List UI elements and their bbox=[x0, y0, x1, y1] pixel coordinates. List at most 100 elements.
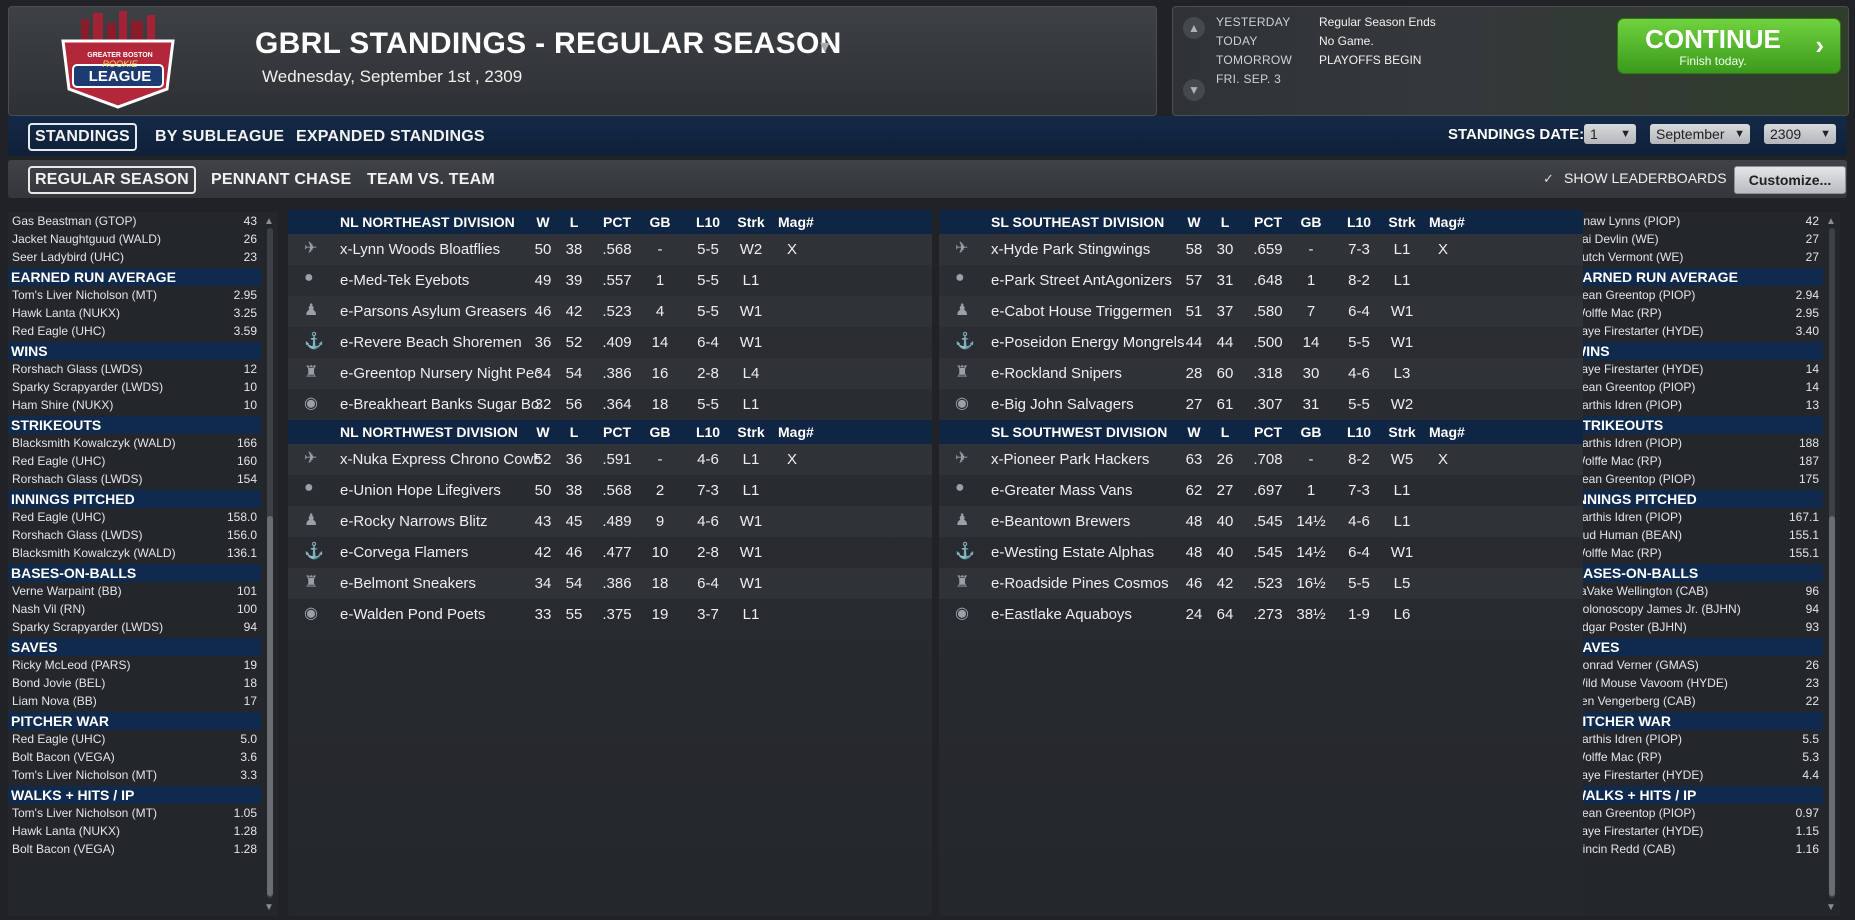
scrollbar[interactable]: ▲ ▼ bbox=[264, 216, 274, 913]
continue-button[interactable]: CONTINUE Finish today. › bbox=[1617, 18, 1841, 74]
table-row[interactable]: ♟ e-Parsons Asylum Greasers 46 42 .523 4 5-5 W1 bbox=[288, 296, 932, 327]
team-name[interactable]: e-Breakheart Banks Sugar Bon bbox=[340, 396, 540, 413]
leader-name[interactable]: Sean Greentop (PIOP) bbox=[1574, 288, 1696, 302]
table-row[interactable]: ♟ e-Beantown Brewers 48 40 .545 14½ 4-6 L1 bbox=[939, 506, 1583, 537]
leaderboard-row[interactable]: Faye Firestarter (HYDE) 4.4 bbox=[1570, 766, 1823, 784]
leader-name[interactable]: Sean Greentop (PIOP) bbox=[1574, 472, 1696, 486]
leader-name[interactable]: Faye Firestarter (HYDE) bbox=[1574, 824, 1704, 838]
leaderboard-row[interactable]: Rorshach Glass (LWDS) 156.0 bbox=[8, 526, 261, 544]
table-row[interactable]: ◉ e-Breakheart Banks Sugar Bon 32 56 .364 18 5… bbox=[288, 389, 932, 420]
table-row[interactable]: ♜ e-Roadside Pines Cosmos 46 42 .523 16½ 5-5 L5 bbox=[939, 568, 1583, 599]
leaderboard-row[interactable]: Bond Jovie (BEL) 18 bbox=[8, 674, 261, 692]
column-header[interactable]: L10 bbox=[1346, 214, 1372, 230]
leader-name[interactable]: Gas Beastman (GTOP) bbox=[12, 214, 137, 228]
leaderboard-row[interactable]: Red Eagle (UHC) 158.0 bbox=[8, 508, 261, 526]
column-header[interactable]: GB bbox=[649, 214, 671, 230]
leaderboard-row[interactable]: Jacket Naughtguud (WALD) 26 bbox=[8, 230, 261, 248]
team-name[interactable]: e-Walden Pond Poets bbox=[340, 606, 486, 623]
team-name[interactable]: e-Beantown Brewers bbox=[991, 513, 1131, 530]
leader-name[interactable]: Faye Firestarter (HYDE) bbox=[1574, 324, 1704, 338]
table-row[interactable]: ♟ e-Cabot House Triggermen 51 37 .580 7 6-4 W1 bbox=[939, 296, 1583, 327]
leader-name[interactable]: Ham Shire (NUKX) bbox=[12, 398, 114, 412]
leaderboard-row[interactable]: Wolffe Mac (RP) 187 bbox=[1570, 452, 1823, 470]
leaderboard-row[interactable]: JaVake Wellington (CAB) 96 bbox=[1570, 582, 1823, 600]
leaderboard-row[interactable]: Red Eagle (UHC) 5.0 bbox=[8, 730, 261, 748]
leader-name[interactable]: Conrad Verner (GMAS) bbox=[1574, 658, 1699, 672]
leaderboard-row[interactable]: Sean Greentop (PIOP) 14 bbox=[1570, 378, 1823, 396]
leaderboard-row[interactable]: Tom's Liver Nicholson (MT) 1.05 bbox=[8, 804, 261, 822]
leader-name[interactable]: Colonoscopy James Jr. (BJHN) bbox=[1574, 602, 1741, 616]
column-header[interactable]: Strk bbox=[737, 424, 765, 440]
leaderboard-row[interactable]: Ham Shire (NUKX) 10 bbox=[8, 396, 261, 414]
leader-name[interactable]: Tom's Liver Nicholson (MT) bbox=[12, 806, 157, 820]
chevron-down-icon[interactable]: ▼ bbox=[1183, 79, 1205, 101]
leader-name[interactable]: Bond Jovie (BEL) bbox=[12, 676, 106, 690]
leaderboard-row[interactable]: Cincin Redd (CAB) 1.16 bbox=[1570, 840, 1823, 858]
column-header[interactable]: GB bbox=[1300, 424, 1322, 440]
leaderboard-row[interactable]: Faye Firestarter (HYDE) 1.15 bbox=[1570, 822, 1823, 840]
team-name[interactable]: e-Roadside Pines Cosmos bbox=[991, 575, 1169, 592]
leader-name[interactable]: Rorshach Glass (LWDS) bbox=[12, 472, 143, 486]
team-name[interactable]: x-Hyde Park Stingwings bbox=[991, 241, 1151, 258]
team-name[interactable]: e-Union Hope Lifegivers bbox=[340, 482, 501, 499]
leader-name[interactable]: Wild Mouse Vavoom (HYDE) bbox=[1574, 676, 1728, 690]
column-header[interactable]: GB bbox=[649, 424, 671, 440]
leaderboard-row[interactable]: Sarthis Idren (PIOP) 5.5 bbox=[1570, 730, 1823, 748]
leader-name[interactable]: Tom's Liver Nicholson (MT) bbox=[12, 288, 157, 302]
table-row[interactable]: ● e-Union Hope Lifegivers 50 38 .568 2 7-3 L1 bbox=[288, 475, 932, 506]
leader-name[interactable]: Gnaw Lynns (PIOP) bbox=[1574, 214, 1681, 228]
scrollbar-thumb[interactable] bbox=[267, 516, 273, 896]
column-header[interactable]: L bbox=[569, 214, 579, 230]
tab-regular-season[interactable]: REGULAR SEASON bbox=[28, 166, 196, 194]
year-select[interactable]: 2309 ▼ bbox=[1764, 124, 1836, 144]
leader-name[interactable]: Hawk Lanta (NUKX) bbox=[12, 824, 121, 838]
leader-name[interactable]: Sparky Scrapyarder (LWDS) bbox=[12, 380, 164, 394]
table-row[interactable]: ♜ e-Rockland Snipers 28 60 .318 30 4-6 L3 bbox=[939, 358, 1583, 389]
team-name[interactable]: x-Nuka Express Chrono Cowb bbox=[340, 451, 540, 468]
column-header[interactable]: Strk bbox=[1388, 214, 1416, 230]
column-header[interactable]: L bbox=[569, 424, 579, 440]
leader-name[interactable]: Blacksmith Kowalczyk (WALD) bbox=[12, 546, 176, 560]
leader-name[interactable]: Red Eagle (UHC) bbox=[12, 324, 106, 338]
team-name[interactable]: e-Eastlake Aquaboys bbox=[991, 606, 1132, 623]
scroll-up-icon[interactable]: ▲ bbox=[264, 216, 274, 227]
tab-standings[interactable]: STANDINGS bbox=[28, 123, 137, 151]
team-name[interactable]: e-Rockland Snipers bbox=[991, 365, 1122, 382]
leaderboard-row[interactable]: Nash Vil (RN) 100 bbox=[8, 600, 261, 618]
team-name[interactable]: x-Pioneer Park Hackers bbox=[991, 451, 1150, 468]
leader-name[interactable]: Sarthis Idren (PIOP) bbox=[1574, 436, 1683, 450]
leaderboard-row[interactable]: Red Eagle (UHC) 3.59 bbox=[8, 322, 261, 340]
chevron-down-icon[interactable]: ▼ bbox=[817, 39, 833, 56]
tab-team-vs-team[interactable]: TEAM VS. TEAM bbox=[367, 171, 495, 188]
column-header[interactable]: W bbox=[1187, 424, 1201, 440]
table-row[interactable]: ♟ e-Rocky Narrows Blitz 43 45 .489 9 4-6 W1 bbox=[288, 506, 932, 537]
leader-name[interactable]: Sarthis Idren (PIOP) bbox=[1574, 732, 1683, 746]
table-row[interactable]: ◉ e-Walden Pond Poets 33 55 .375 19 3-7 L1 bbox=[288, 599, 932, 630]
leaderboard-row[interactable]: Sarthis Idren (PIOP) 188 bbox=[1570, 434, 1823, 452]
leaderboard-row[interactable]: Hawk Lanta (NUKX) 3.25 bbox=[8, 304, 261, 322]
leader-name[interactable]: Faye Firestarter (HYDE) bbox=[1574, 362, 1704, 376]
leaderboard-row[interactable]: Colonoscopy James Jr. (BJHN) 94 bbox=[1570, 600, 1823, 618]
leaderboard-row[interactable]: Sparky Scrapyarder (LWDS) 10 bbox=[8, 378, 261, 396]
leaderboard-row[interactable]: Dud Human (BEAN) 155.1 bbox=[1570, 526, 1823, 544]
team-name[interactable]: e-Big John Salvagers bbox=[991, 396, 1134, 413]
table-row[interactable]: ✈ x-Pioneer Park Hackers 63 26 .708 - 8-2 W5 X bbox=[939, 444, 1583, 475]
leaderboard-row[interactable]: Wolffe Mac (RP) 2.95 bbox=[1570, 304, 1823, 322]
leader-name[interactable]: Hawk Lanta (NUKX) bbox=[12, 306, 121, 320]
leader-name[interactable]: Wolffe Mac (RP) bbox=[1574, 306, 1662, 320]
leaderboard-row[interactable]: Gas Beastman (GTOP) 43 bbox=[8, 212, 261, 230]
leader-name[interactable]: Sean Greentop (PIOP) bbox=[1574, 806, 1696, 820]
column-header[interactable]: GB bbox=[1300, 214, 1322, 230]
leader-name[interactable]: Bolt Bacon (VEGA) bbox=[12, 750, 115, 764]
team-name[interactable]: x-Lynn Woods Bloatflies bbox=[340, 241, 501, 258]
leaderboard-row[interactable]: Verne Warpaint (BB) 101 bbox=[8, 582, 261, 600]
team-name[interactable]: e-Corvega Flamers bbox=[340, 544, 469, 561]
leader-name[interactable]: Cincin Redd (CAB) bbox=[1574, 842, 1676, 856]
leader-name[interactable]: Liam Nova (BB) bbox=[12, 694, 97, 708]
team-name[interactable]: e-Med-Tek Eyebots bbox=[340, 272, 470, 289]
leaderboard-row[interactable]: Rorshach Glass (LWDS) 12 bbox=[8, 360, 261, 378]
customize-button[interactable]: Customize... bbox=[1734, 166, 1846, 194]
column-header[interactable]: L bbox=[1220, 214, 1230, 230]
leader-name[interactable]: Wolffe Mac (RP) bbox=[1574, 454, 1662, 468]
leaderboard-row[interactable]: Rorshach Glass (LWDS) 154 bbox=[8, 470, 261, 488]
